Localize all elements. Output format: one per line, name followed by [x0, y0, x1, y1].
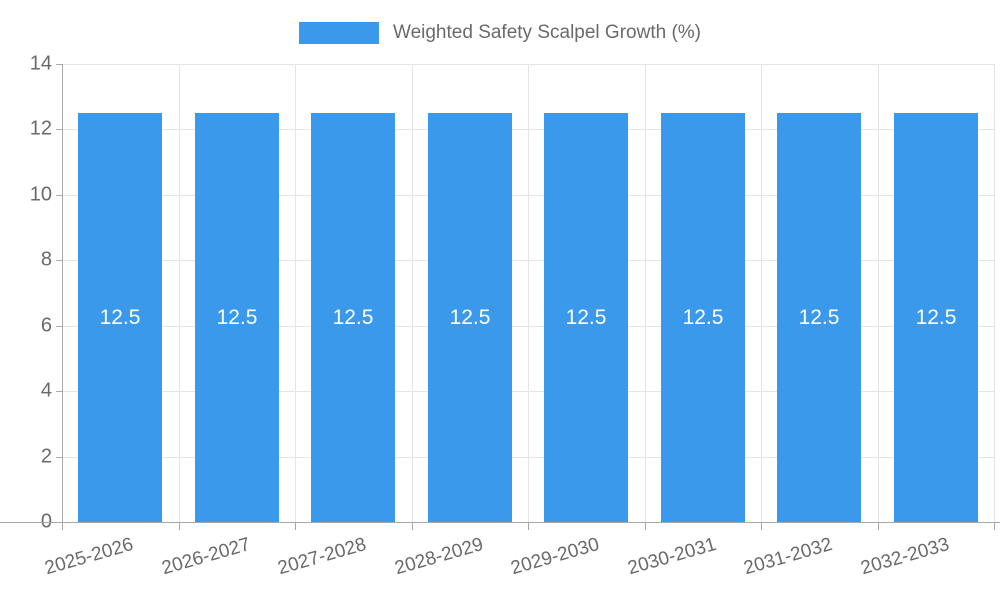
x-tick-mark: [645, 522, 646, 530]
chart-legend[interactable]: Weighted Safety Scalpel Growth (%): [0, 18, 1000, 48]
x-axis-tick-label: 2029-2030: [508, 534, 602, 580]
x-gridline: [295, 64, 296, 522]
bar-value-label: 12.5: [798, 306, 840, 329]
x-axis-tick-label: 2027-2028: [275, 534, 369, 580]
x-axis-tick-label: 2032-2033: [858, 534, 952, 580]
bar[interactable]: [777, 113, 861, 522]
y-axis-line: [62, 64, 63, 522]
y-axis-tick-label: 0: [6, 511, 52, 534]
bar[interactable]: [311, 113, 395, 522]
y-tick-mark: [56, 260, 62, 261]
legend-label: Weighted Safety Scalpel Growth (%): [392, 22, 701, 43]
y-axis-tick-label: 12: [29, 117, 52, 140]
x-tick-mark: [295, 522, 296, 530]
y-axis-tick-label: 14: [29, 52, 52, 75]
y-tick-mark: [56, 129, 62, 130]
x-gridline: [528, 64, 529, 522]
bar[interactable]: [428, 113, 512, 522]
x-axis-tick-label: 2028-2029: [392, 534, 486, 580]
bar[interactable]: [544, 113, 628, 522]
y-tick-mark: [56, 64, 62, 65]
x-axis-tick-label: 2026-2027: [159, 534, 253, 580]
x-axis-line: [0, 522, 1000, 523]
x-gridline: [761, 64, 762, 522]
x-tick-mark: [62, 522, 63, 530]
bar-value-label: 12.5: [915, 306, 957, 329]
bar[interactable]: [195, 113, 279, 522]
y-axis-tick-label: 2: [40, 445, 52, 468]
bar-value-label: 12.5: [99, 306, 141, 329]
x-axis-tick-label: 2031-2032: [741, 534, 835, 580]
bar[interactable]: [78, 113, 162, 522]
x-axis-tick-label: 2025-2026: [42, 534, 136, 580]
x-tick-mark: [994, 522, 995, 530]
bar[interactable]: [894, 113, 978, 522]
y-tick-mark: [56, 195, 62, 196]
y-tick-mark: [56, 326, 62, 327]
y-tick-mark: [56, 391, 62, 392]
bar-value-label: 12.5: [449, 306, 491, 329]
y-axis-tick-label: 10: [29, 183, 52, 206]
x-axis-tick-label: 2030-2031: [625, 534, 719, 580]
y-axis-tick-label: 4: [40, 379, 52, 402]
x-tick-mark: [528, 522, 529, 530]
x-tick-mark: [412, 522, 413, 530]
bar-value-label: 12.5: [682, 306, 724, 329]
x-gridline: [412, 64, 413, 522]
y-tick-mark: [56, 457, 62, 458]
bar-value-label: 12.5: [565, 306, 607, 329]
bar-value-label: 12.5: [332, 306, 374, 329]
x-gridline: [994, 64, 995, 522]
bar-value-label: 12.5: [216, 306, 258, 329]
x-gridline: [645, 64, 646, 522]
y-axis-tick-label: 8: [40, 248, 52, 271]
y-axis-tick-label: 6: [40, 314, 52, 337]
x-gridline: [878, 64, 879, 522]
x-tick-mark: [761, 522, 762, 530]
x-gridline: [179, 64, 180, 522]
x-tick-mark: [878, 522, 879, 530]
legend-swatch-icon: [298, 22, 379, 44]
x-tick-mark: [179, 522, 180, 530]
bar[interactable]: [661, 113, 745, 522]
